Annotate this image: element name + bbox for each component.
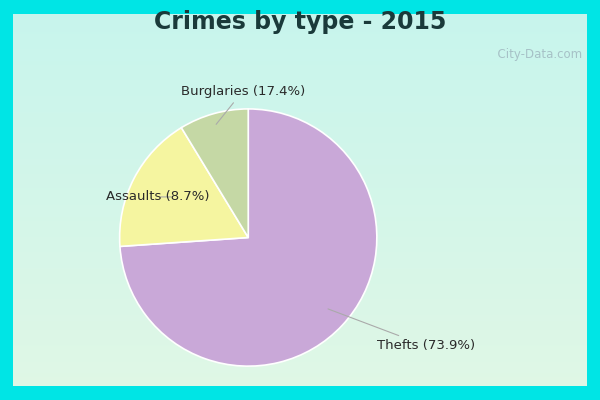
Text: Assaults (8.7%): Assaults (8.7%) [106,190,209,204]
Text: Crimes by type - 2015: Crimes by type - 2015 [154,10,446,34]
Wedge shape [120,109,377,366]
Wedge shape [181,109,248,238]
Text: City-Data.com: City-Data.com [490,48,582,61]
Wedge shape [119,128,248,246]
Text: Burglaries (17.4%): Burglaries (17.4%) [181,85,305,124]
Text: Thefts (73.9%): Thefts (73.9%) [328,309,475,352]
